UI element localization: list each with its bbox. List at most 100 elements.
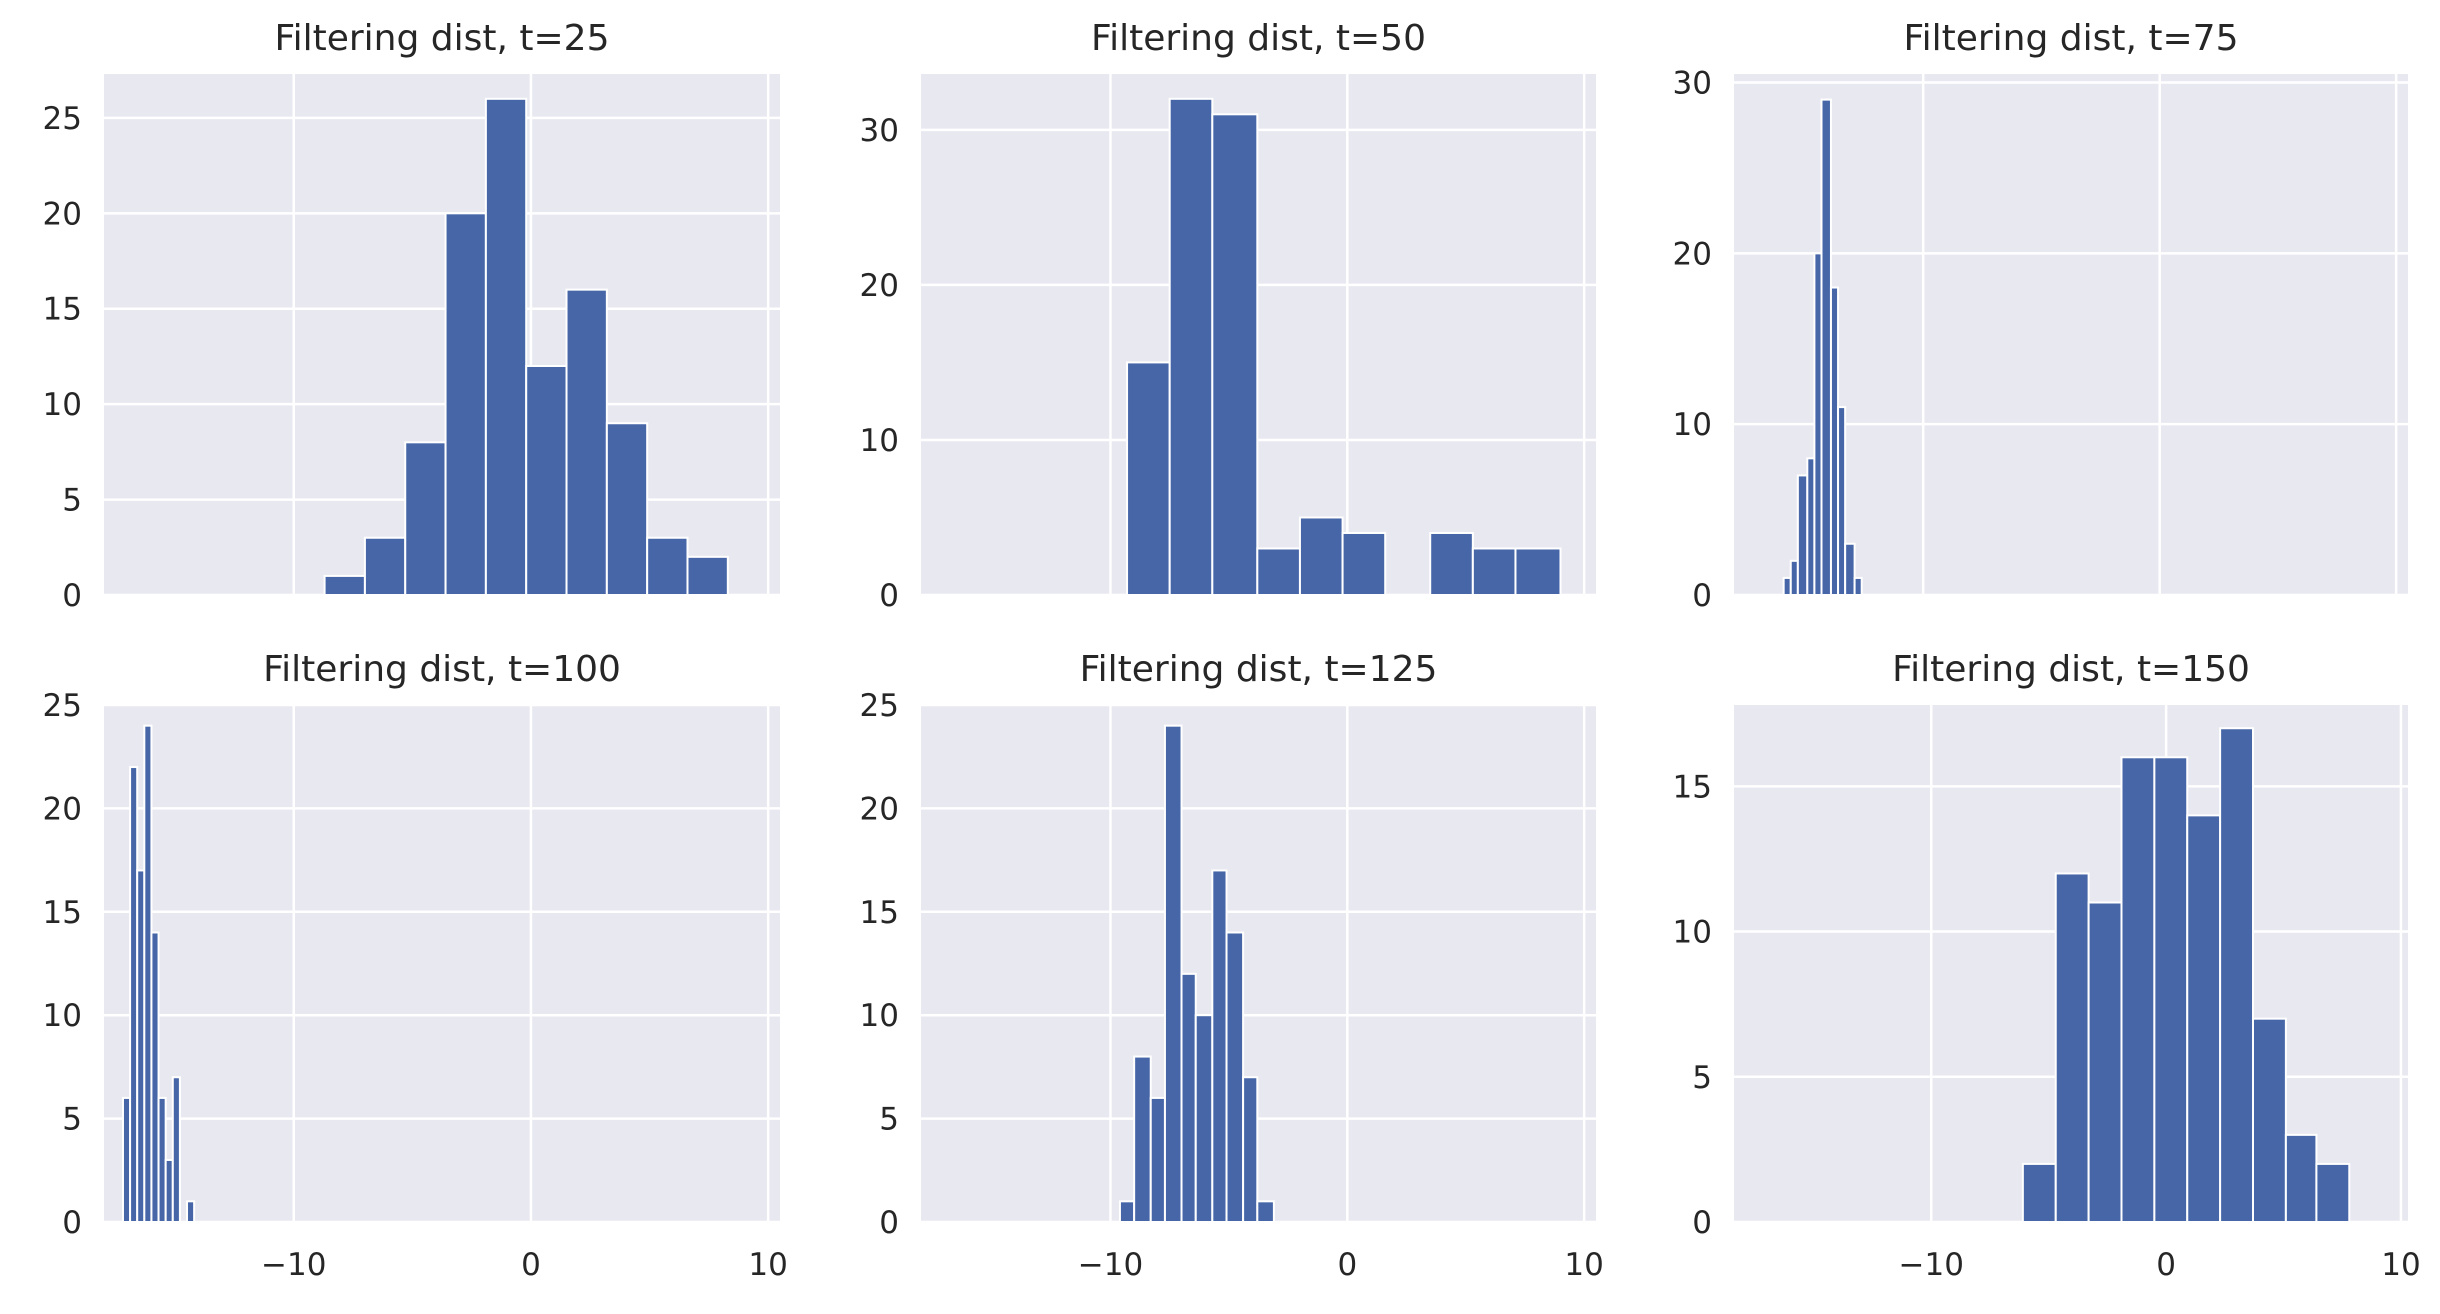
x-tick-label: 0: [521, 1247, 541, 1283]
histogram-panel-3: 0 10 20 30 Filtering dist, t=75: [1673, 18, 2408, 614]
histogram-bar: [646, 536, 689, 596]
histogram-bar: [1796, 474, 1809, 597]
histogram-bar: [1211, 869, 1228, 1223]
histogram-bar: [1298, 516, 1344, 596]
histogram-bar: [2153, 756, 2189, 1223]
y-tick-label: 30: [1673, 66, 1712, 102]
histogram-bar: [2120, 756, 2156, 1223]
plot-background: [921, 74, 1596, 595]
y-tick-label: 10: [43, 998, 82, 1034]
histogram-bar: [1837, 406, 1847, 596]
x-tick-label: −10: [1078, 1247, 1143, 1283]
y-tick-label: 0: [879, 1205, 899, 1241]
histogram-bar: [1429, 531, 1474, 597]
histogram-bar: [1211, 113, 1259, 596]
y-tick-label: 25: [860, 688, 899, 724]
histogram-bar: [171, 1076, 181, 1223]
histogram-bar: [1118, 1200, 1136, 1223]
y-tick-label: 0: [62, 1205, 82, 1241]
histogram-bar: [1341, 531, 1387, 597]
histogram-bar: [1844, 542, 1856, 596]
histogram-bar: [1180, 972, 1197, 1224]
histogram-bar: [1813, 252, 1823, 596]
panel-title: Filtering dist, t=125: [1080, 649, 1438, 690]
histogram-bar: [444, 212, 487, 596]
x-tick-label: 0: [1337, 1247, 1357, 1283]
y-tick-label: 5: [1692, 1060, 1712, 1096]
histogram-bar: [1256, 547, 1301, 596]
histogram-bar: [686, 555, 729, 596]
histogram-bar: [1242, 1076, 1259, 1223]
histogram-bar: [1853, 576, 1863, 596]
histogram-bar: [150, 931, 160, 1223]
x-tick-label: 0: [2156, 1247, 2176, 1283]
x-tick-label: 10: [1564, 1247, 1603, 1283]
y-tick-label: 5: [62, 483, 82, 519]
y-tick-label: 10: [43, 387, 82, 423]
histogram-bar: [363, 536, 407, 596]
histogram-bar: [143, 724, 153, 1223]
y-tick-label: 20: [860, 791, 899, 827]
y-tick-label: 10: [1673, 915, 1712, 951]
histogram-bar: [129, 766, 139, 1223]
panel-title: Filtering dist, t=100: [263, 649, 621, 690]
histogram-panel-1: 0 5 10 15 20 25 Filtering dist, t=25: [43, 18, 780, 614]
y-tick-label: 15: [43, 292, 82, 328]
plot-background: [1734, 74, 2408, 595]
histogram-panel-4: 0 5 10 15 20 25 −10 0 10 Filtering dist, t=100: [43, 649, 788, 1283]
histogram-bar: [164, 1158, 174, 1223]
panel-title: Filtering dist, t=25: [275, 18, 610, 59]
y-tick-label: 15: [860, 895, 899, 931]
histogram-bar: [1163, 724, 1183, 1223]
y-tick-label: 0: [879, 578, 899, 614]
plot-background: [921, 705, 1596, 1222]
histogram-bar: [1820, 98, 1832, 596]
histogram-bar: [157, 1096, 167, 1224]
histogram-bar: [1168, 97, 1214, 597]
histogram-panel-5: 0 5 10 15 20 25 −10 0 10 Filtering dist, t=125: [860, 649, 1604, 1283]
x-tick-label: −10: [261, 1247, 326, 1283]
histogram-bar: [2054, 872, 2090, 1224]
histogram-bar: [2087, 901, 2123, 1223]
panel-title: Filtering dist, t=150: [1892, 649, 2250, 690]
histogram-bar: [525, 364, 568, 596]
histogram-bar: [2315, 1162, 2351, 1224]
histogram-bar: [1829, 286, 1840, 596]
histogram-panel-6: 0 5 10 15 −10 0 10 Filtering dist, t=150: [1673, 649, 2421, 1283]
histogram-bar: [2021, 1162, 2057, 1224]
histogram-bar: [2219, 727, 2255, 1223]
histogram-bar: [1806, 457, 1816, 596]
x-tick-label: 10: [748, 1247, 787, 1283]
panel-title: Filtering dist, t=50: [1091, 18, 1426, 59]
y-tick-label: 0: [62, 578, 82, 614]
y-tick-label: 10: [860, 998, 899, 1034]
y-tick-label: 10: [1673, 407, 1712, 443]
histogram-panel-2: 0 10 20 30 Filtering dist, t=50: [860, 18, 1596, 614]
histogram-bar: [1782, 576, 1792, 596]
histogram-bar: [136, 869, 146, 1223]
histogram-bar: [404, 441, 447, 597]
y-tick-label: 30: [860, 113, 899, 149]
y-tick-label: 0: [1692, 1205, 1712, 1241]
histogram-bar: [1194, 1014, 1214, 1224]
plot-background: [104, 705, 780, 1222]
histogram-bar: [186, 1200, 196, 1223]
histogram-bar: [1789, 559, 1799, 596]
y-tick-label: 20: [1673, 236, 1712, 272]
y-tick-label: 5: [879, 1102, 899, 1138]
y-tick-label: 15: [43, 895, 82, 931]
histogram-bar: [1471, 547, 1517, 596]
histogram-bar: [121, 1096, 132, 1224]
y-tick-label: 25: [43, 101, 82, 137]
histogram-bar: [1126, 361, 1171, 596]
x-tick-label: 10: [2381, 1247, 2420, 1283]
y-tick-label: 20: [860, 268, 899, 304]
panels: 0 5 10 15 20 25 Filtering dist, t=25 0 10 20 30 Fil…: [43, 18, 2421, 1283]
histogram-bar: [2186, 814, 2222, 1223]
histogram-bar: [484, 97, 528, 597]
histogram-bar: [1149, 1096, 1166, 1224]
y-tick-label: 10: [860, 423, 899, 459]
histogram-bar: [1133, 1055, 1152, 1224]
histogram-bar: [2252, 1017, 2287, 1223]
